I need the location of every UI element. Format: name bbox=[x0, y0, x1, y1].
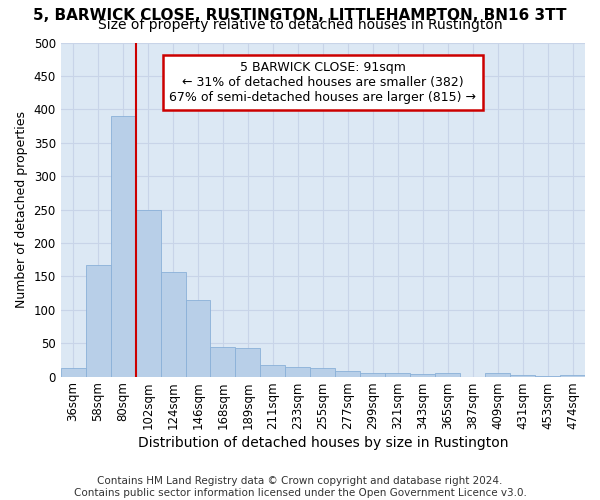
Bar bbox=[360, 372, 385, 376]
Bar bbox=[510, 375, 535, 376]
X-axis label: Distribution of detached houses by size in Rustington: Distribution of detached houses by size … bbox=[137, 436, 508, 450]
Bar bbox=[110, 116, 136, 376]
Bar bbox=[560, 374, 585, 376]
Text: Contains HM Land Registry data © Crown copyright and database right 2024.
Contai: Contains HM Land Registry data © Crown c… bbox=[74, 476, 526, 498]
Text: Size of property relative to detached houses in Rustington: Size of property relative to detached ho… bbox=[98, 18, 502, 32]
Bar bbox=[310, 368, 335, 376]
Bar bbox=[410, 374, 435, 376]
Bar bbox=[185, 300, 211, 376]
Bar bbox=[485, 373, 510, 376]
Bar bbox=[61, 368, 86, 376]
Bar bbox=[286, 367, 310, 376]
Bar bbox=[211, 346, 235, 376]
Text: 5 BARWICK CLOSE: 91sqm
← 31% of detached houses are smaller (382)
67% of semi-de: 5 BARWICK CLOSE: 91sqm ← 31% of detached… bbox=[169, 61, 476, 104]
Bar bbox=[161, 272, 185, 376]
Text: 5, BARWICK CLOSE, RUSTINGTON, LITTLEHAMPTON, BN16 3TT: 5, BARWICK CLOSE, RUSTINGTON, LITTLEHAMP… bbox=[33, 8, 567, 22]
Bar bbox=[235, 348, 260, 376]
Bar bbox=[86, 265, 110, 376]
Bar bbox=[335, 371, 360, 376]
Bar bbox=[260, 365, 286, 376]
Bar bbox=[385, 373, 410, 376]
Bar bbox=[136, 210, 161, 376]
Y-axis label: Number of detached properties: Number of detached properties bbox=[15, 111, 28, 308]
Bar bbox=[435, 373, 460, 376]
